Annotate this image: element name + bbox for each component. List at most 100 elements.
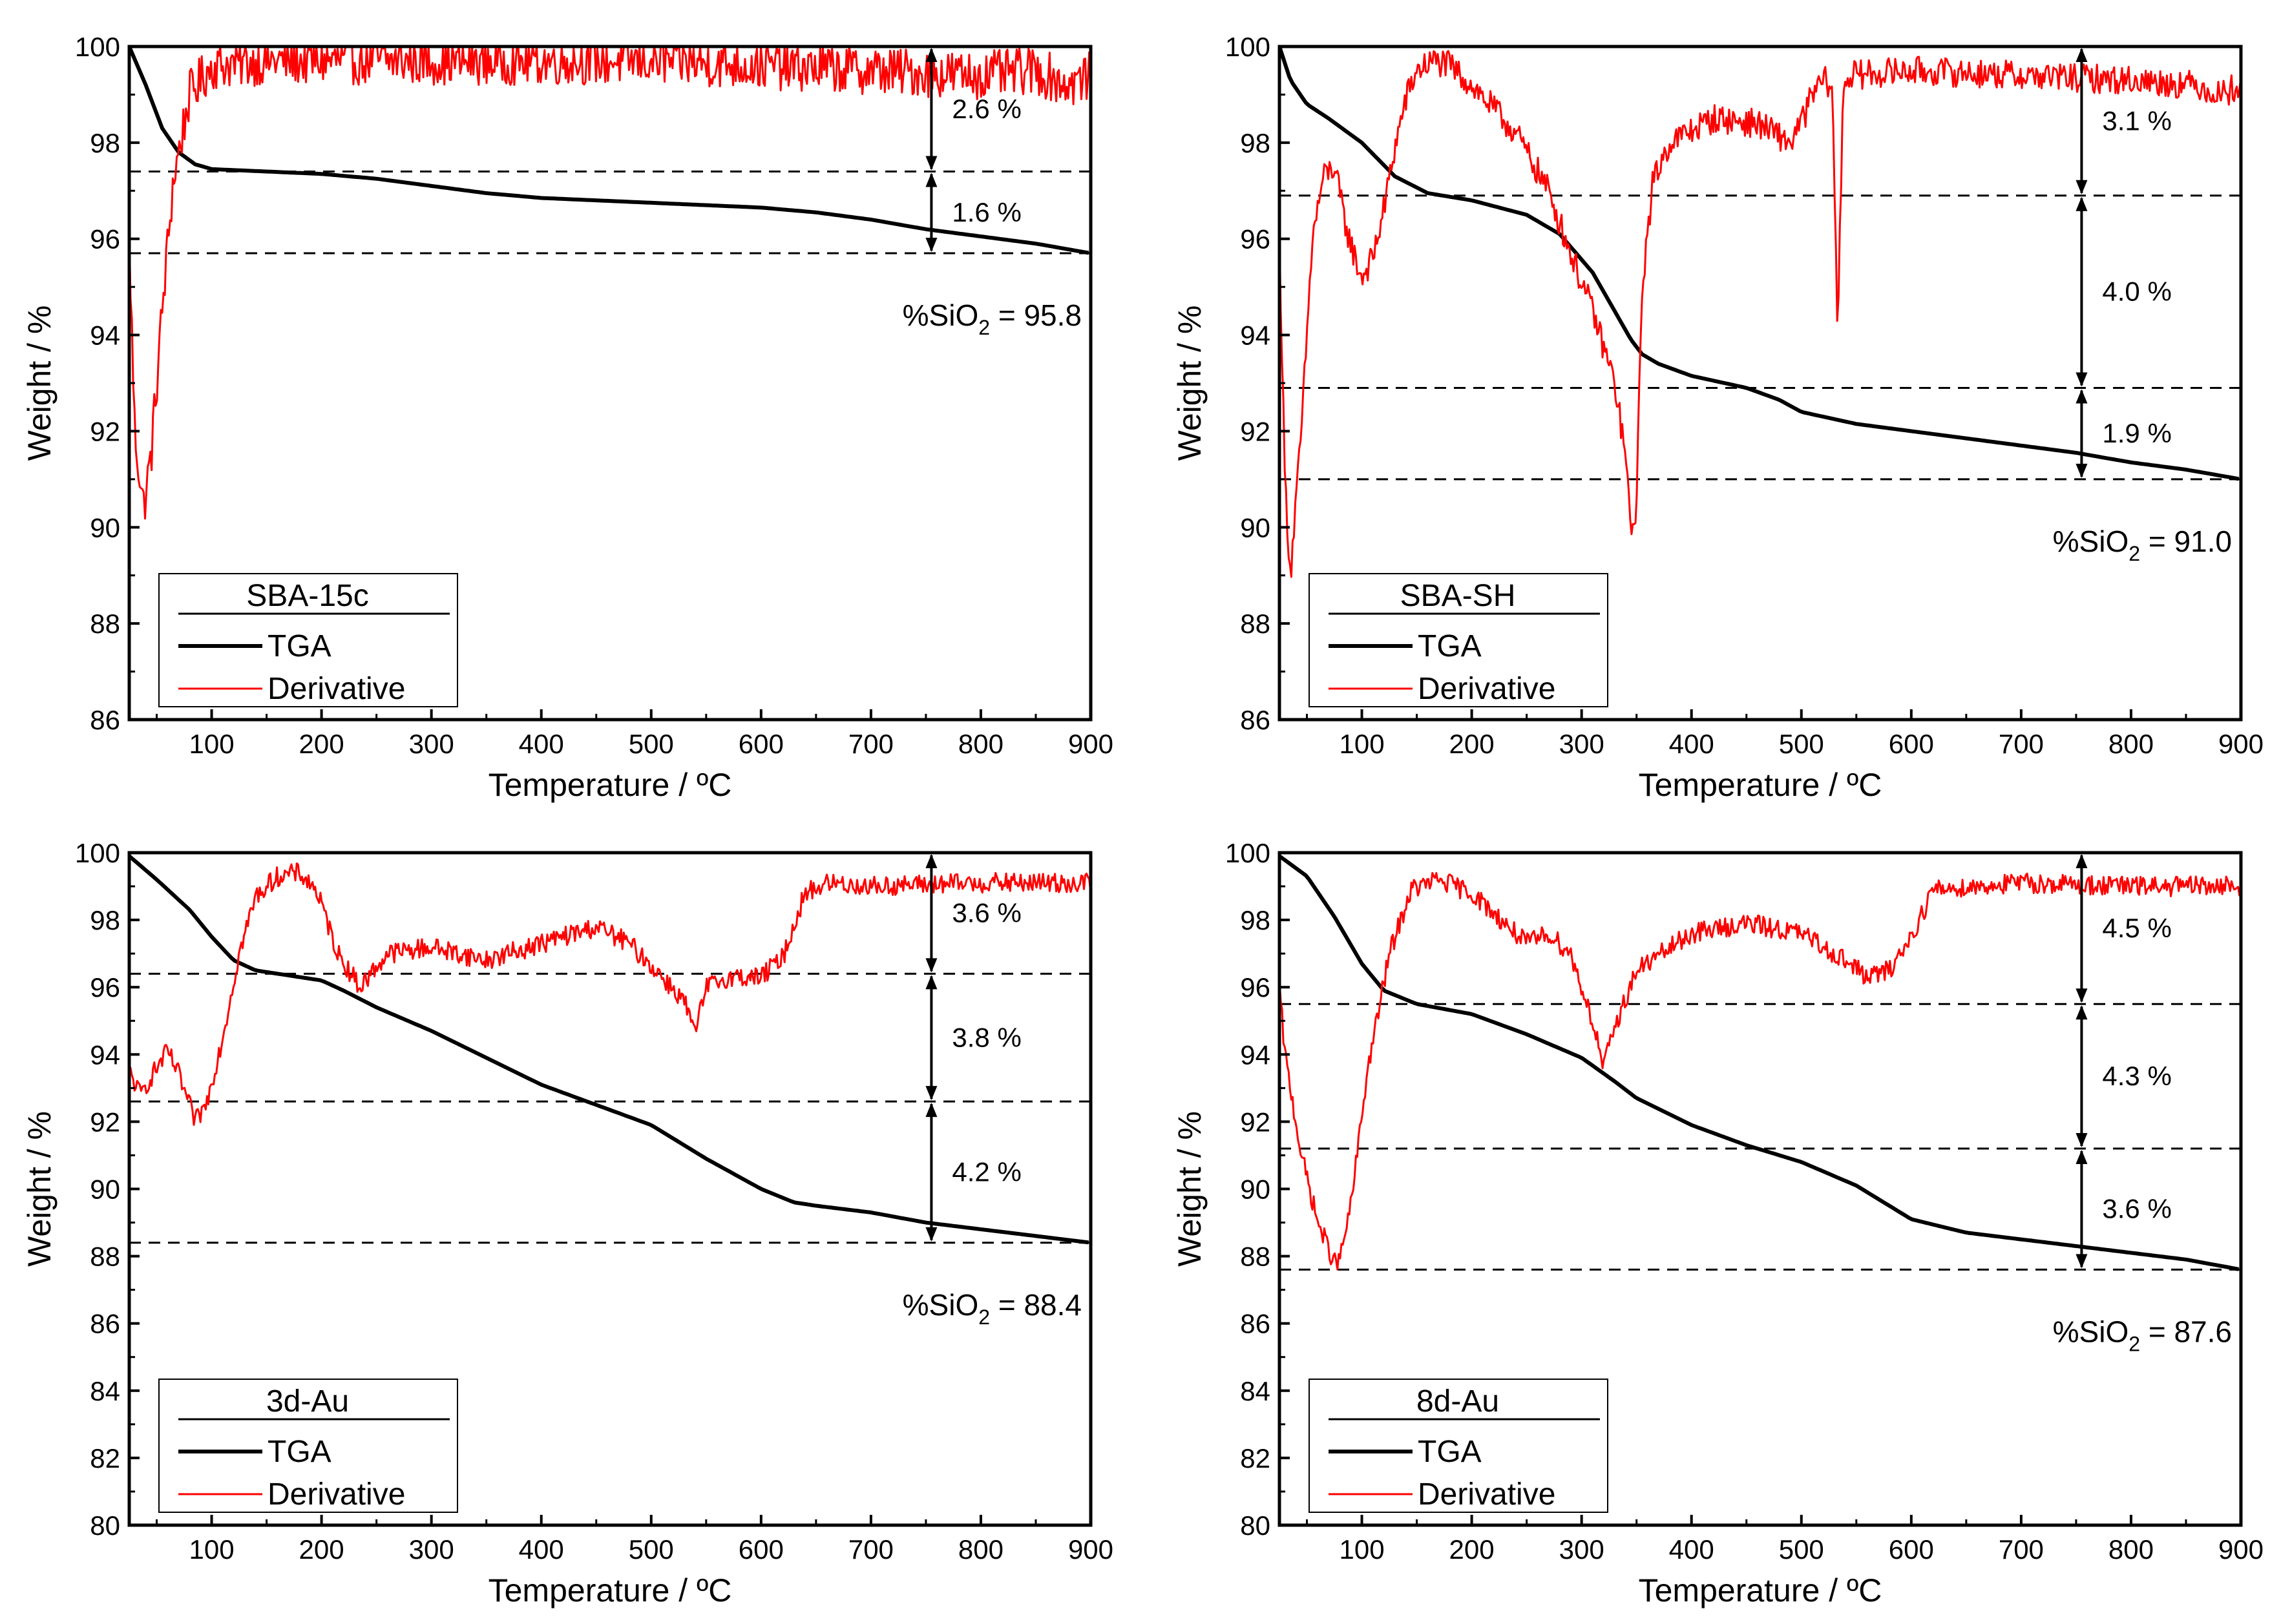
sio2-suffix: = 88.4 [990, 1288, 1082, 1322]
annotation-percent-label: 4.2 % [952, 1156, 1021, 1187]
x-tick-label: 500 [1779, 729, 1824, 759]
x-axis-title: Temperature / ºC [489, 767, 732, 803]
legend-title: SBA-SH [1400, 579, 1516, 613]
y-tick-label: 90 [1240, 512, 1270, 543]
plot-area [1279, 854, 2241, 1271]
legend: SBA-SH TGA Derivative [1309, 573, 1608, 707]
x-tick-label: 900 [1068, 1534, 1113, 1565]
derivative-series-line [1279, 871, 2241, 1271]
annotation-arrow-head [925, 854, 938, 868]
tga-series-line [129, 854, 1089, 1245]
sio2-prefix: %SiO [903, 1288, 979, 1322]
annotation-percent-label: 2.6 % [952, 94, 1021, 124]
x-tick-label: 700 [1999, 729, 2044, 759]
y-tick-label: 86 [90, 705, 120, 735]
sio2-subscript: 2 [978, 316, 990, 339]
x-tick-label: 800 [2108, 729, 2154, 759]
sio2-subscript: 2 [2129, 542, 2140, 565]
x-tick-label: 100 [189, 729, 235, 759]
x-tick-label: 700 [1999, 1534, 2044, 1565]
legend-title: SBA-15c [246, 579, 368, 613]
legend-tga-label: TGA [268, 1435, 331, 1469]
legend-box [1309, 573, 1608, 707]
y-tick-label: 86 [1240, 705, 1270, 735]
x-tick-label: 400 [1669, 1534, 1714, 1565]
x-tick-label: 100 [189, 1534, 235, 1565]
annotation-arrow-head [2076, 988, 2088, 1003]
y-tick-label: 94 [1240, 1039, 1270, 1070]
sio2-suffix: = 87.6 [2140, 1315, 2232, 1348]
y-tick-label: 100 [1225, 32, 1270, 62]
chart-panel-top-right: 100 200 300 400 500 600 700 800 900 86 88 90 92 94 96 9… [1172, 32, 2264, 803]
legend-box [158, 573, 458, 707]
y-tick-label: 96 [1240, 972, 1270, 1003]
annotation-arrow-head [2076, 1005, 2088, 1020]
x-tick-label: 500 [1779, 1534, 1824, 1565]
legend-derivative-label: Derivative [268, 672, 405, 706]
y-tick-label: 94 [90, 1039, 120, 1070]
y-tick-label: 100 [1225, 838, 1270, 868]
y-tick-label: 86 [90, 1309, 120, 1339]
chart-panel-bottom-right: 100 200 300 400 500 600 700 800 900 80 82 84 86 88 90 9… [1172, 838, 2264, 1608]
y-axis-title: Weight / % [21, 306, 58, 461]
annotation-arrow-head [2076, 196, 2088, 211]
y-tick-label: 92 [90, 416, 120, 446]
x-tick-label: 900 [2218, 729, 2264, 759]
y-tick-label: 82 [90, 1443, 120, 1473]
x-tick-label: 800 [958, 729, 1004, 759]
annotation-arrow-head [2076, 1254, 2088, 1269]
sio2-label: %SiO2 = 87.6 [2053, 1315, 2232, 1355]
y-tick-label: 100 [75, 32, 120, 62]
annotation-percent-label: 3.6 % [2102, 1194, 2171, 1224]
annotation-percent-label: 4.0 % [2102, 276, 2171, 307]
annotation-arrow-head [925, 156, 938, 171]
derivative-series-line [129, 47, 1091, 520]
annotation-arrow-head [2076, 1150, 2088, 1165]
x-tick-label: 400 [519, 1534, 564, 1565]
legend-title: 8d-Au [1416, 1384, 1499, 1419]
legend-box [1309, 1379, 1608, 1513]
y-tick-label: 98 [1240, 128, 1270, 158]
x-tick-label: 500 [629, 1534, 674, 1565]
annotation-arrow-head [2076, 389, 2088, 404]
legend-tga-label: TGA [1418, 629, 1482, 663]
y-tick-label: 96 [1240, 224, 1270, 255]
legend-tga-label: TGA [268, 629, 331, 663]
annotation-percent-label: 3.8 % [952, 1022, 1021, 1052]
y-tick-label: 98 [90, 905, 120, 935]
x-tick-label: 700 [848, 1534, 894, 1565]
x-tick-label: 300 [1559, 729, 1604, 759]
x-tick-label: 400 [1669, 729, 1714, 759]
annotation-arrow-head [925, 172, 938, 187]
annotation-arrow-head [925, 1227, 938, 1242]
sio2-prefix: %SiO [2053, 1315, 2129, 1348]
sio2-suffix: = 91.0 [2140, 525, 2232, 558]
sio2-label: %SiO2 = 95.8 [903, 298, 1082, 339]
x-tick-label: 300 [1559, 1534, 1604, 1565]
annotation-percent-label: 4.3 % [2102, 1061, 2171, 1091]
annotation-arrow-head [2076, 463, 2088, 478]
sio2-subscript: 2 [978, 1306, 990, 1329]
tga-series-line [129, 47, 1089, 255]
annotation-arrow-head [925, 238, 938, 253]
annotation-percent-label: 1.6 % [952, 197, 1021, 227]
x-tick-label: 600 [1889, 729, 1934, 759]
chart-panel-bottom-left: 100 200 300 400 500 600 700 800 900 80 82 84 86 88 90 9… [21, 838, 1113, 1608]
y-tick-label: 98 [1240, 905, 1270, 935]
y-tick-label: 92 [1240, 416, 1270, 446]
y-tick-label: 80 [90, 1510, 120, 1541]
y-tick-label: 100 [75, 838, 120, 868]
legend: SBA-15c TGA Derivative [158, 573, 458, 707]
y-tick-label: 90 [90, 1174, 120, 1205]
y-axis-title: Weight / % [1172, 1111, 1208, 1267]
chart-panel-top-left: 100 200 300 400 500 600 700 800 900 86 88 90 92 94 96 9… [21, 32, 1113, 803]
annotation-arrow-head [925, 1086, 938, 1101]
annotation-percent-label: 4.5 % [2102, 913, 2171, 943]
legend-tga-label: TGA [1418, 1435, 1482, 1469]
y-tick-label: 86 [1240, 1309, 1270, 1339]
x-tick-label: 600 [1889, 1534, 1934, 1565]
legend: 8d-Au TGA Derivative [1309, 1379, 1608, 1513]
x-tick-label: 400 [519, 729, 564, 759]
annotation-arrow-head [925, 958, 938, 973]
